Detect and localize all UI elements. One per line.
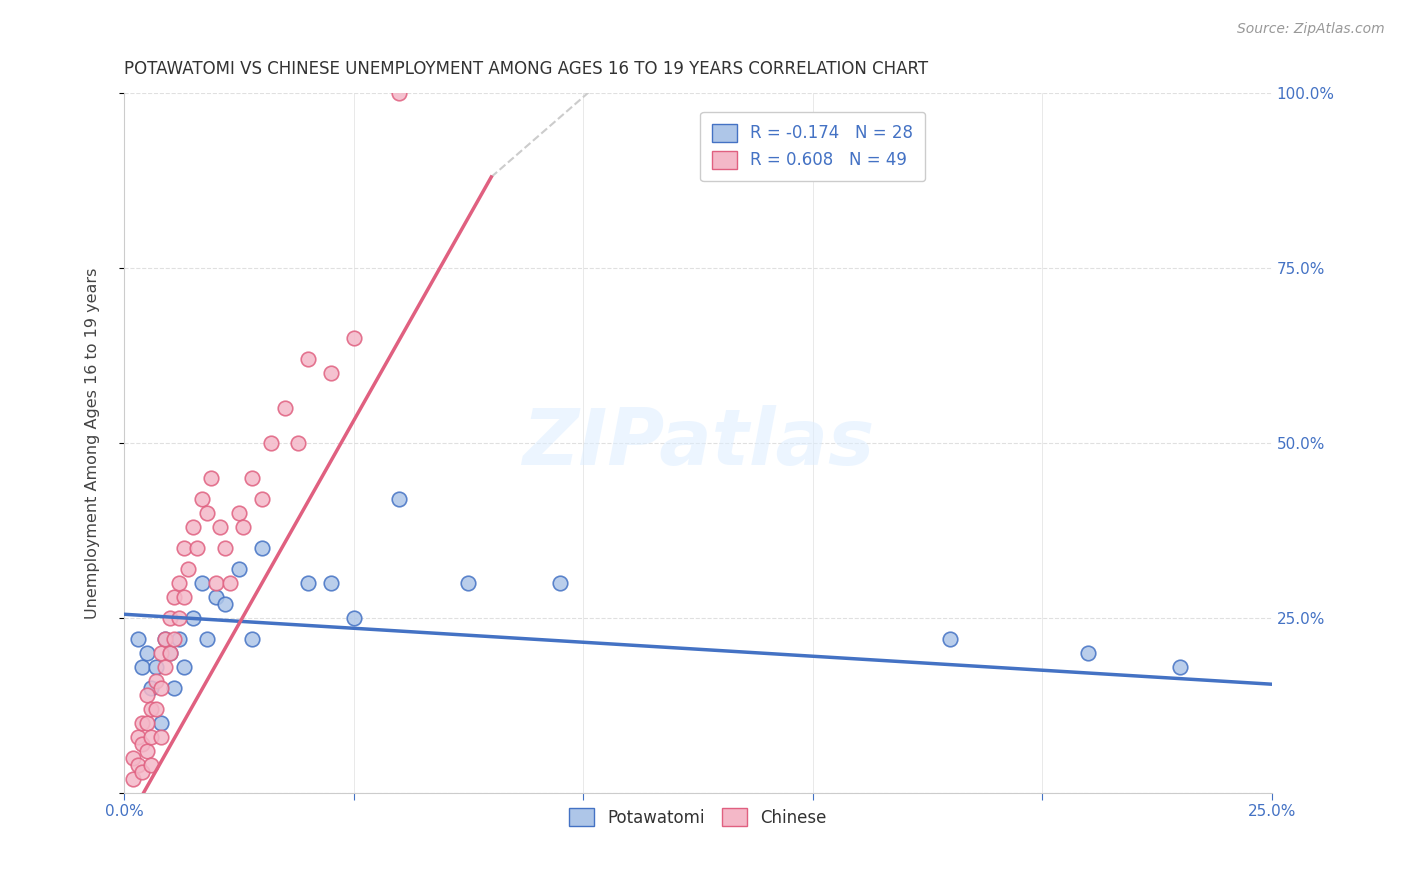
Point bbox=[141, 730, 163, 744]
Point bbox=[167, 575, 190, 590]
Point bbox=[1077, 646, 1099, 660]
Point bbox=[145, 659, 167, 673]
Point bbox=[214, 541, 236, 555]
Point bbox=[131, 715, 153, 730]
Point bbox=[186, 541, 208, 555]
Point bbox=[145, 702, 167, 716]
Point bbox=[195, 632, 218, 646]
Point bbox=[141, 681, 163, 695]
Point bbox=[242, 471, 264, 485]
Point bbox=[388, 491, 411, 506]
Point bbox=[173, 590, 195, 604]
Point bbox=[167, 632, 190, 646]
Point bbox=[155, 632, 177, 646]
Text: Source: ZipAtlas.com: Source: ZipAtlas.com bbox=[1237, 22, 1385, 37]
Point bbox=[135, 688, 157, 702]
Point bbox=[163, 590, 186, 604]
Point bbox=[200, 471, 222, 485]
Point bbox=[149, 730, 172, 744]
Point bbox=[228, 562, 250, 576]
Point bbox=[342, 331, 364, 345]
Point bbox=[548, 575, 571, 590]
Point bbox=[141, 757, 163, 772]
Point bbox=[214, 597, 236, 611]
Legend: Potawatomi, Chinese: Potawatomi, Chinese bbox=[562, 801, 834, 833]
Point bbox=[297, 575, 319, 590]
Point bbox=[181, 611, 204, 625]
Point bbox=[135, 744, 157, 758]
Point bbox=[122, 772, 145, 786]
Point bbox=[127, 632, 149, 646]
Point bbox=[163, 681, 186, 695]
Point bbox=[342, 611, 364, 625]
Point bbox=[209, 520, 232, 534]
Point bbox=[1168, 659, 1191, 673]
Point bbox=[122, 750, 145, 764]
Text: POTAWATOMI VS CHINESE UNEMPLOYMENT AMONG AGES 16 TO 19 YEARS CORRELATION CHART: POTAWATOMI VS CHINESE UNEMPLOYMENT AMONG… bbox=[124, 60, 928, 78]
Point bbox=[191, 575, 214, 590]
Point bbox=[181, 520, 204, 534]
Point bbox=[149, 681, 172, 695]
Point bbox=[155, 659, 177, 673]
Point bbox=[135, 715, 157, 730]
Point bbox=[163, 632, 186, 646]
Point bbox=[319, 366, 342, 380]
Point bbox=[228, 506, 250, 520]
Point bbox=[195, 506, 218, 520]
Point bbox=[287, 435, 309, 450]
Point bbox=[135, 646, 157, 660]
Point bbox=[159, 646, 181, 660]
Point bbox=[191, 491, 214, 506]
Point bbox=[388, 86, 411, 100]
Point bbox=[173, 541, 195, 555]
Point bbox=[319, 575, 342, 590]
Point bbox=[159, 646, 181, 660]
Point bbox=[149, 715, 172, 730]
Point bbox=[127, 757, 149, 772]
Point bbox=[204, 590, 226, 604]
Point bbox=[273, 401, 295, 415]
Point bbox=[149, 646, 172, 660]
Text: ZIPatlas: ZIPatlas bbox=[522, 405, 875, 481]
Point bbox=[297, 351, 319, 366]
Point bbox=[457, 575, 479, 590]
Point bbox=[218, 575, 240, 590]
Point bbox=[131, 764, 153, 779]
Point bbox=[159, 611, 181, 625]
Point bbox=[131, 737, 153, 751]
Point bbox=[232, 520, 254, 534]
Point bbox=[242, 632, 264, 646]
Point bbox=[155, 632, 177, 646]
Point bbox=[167, 611, 190, 625]
Y-axis label: Unemployment Among Ages 16 to 19 years: Unemployment Among Ages 16 to 19 years bbox=[86, 268, 100, 618]
Point bbox=[177, 562, 200, 576]
Point bbox=[939, 632, 962, 646]
Point bbox=[250, 541, 273, 555]
Point bbox=[250, 491, 273, 506]
Point bbox=[260, 435, 283, 450]
Point bbox=[173, 659, 195, 673]
Point bbox=[204, 575, 226, 590]
Point bbox=[131, 659, 153, 673]
Point bbox=[141, 702, 163, 716]
Point bbox=[145, 673, 167, 688]
Point bbox=[127, 730, 149, 744]
